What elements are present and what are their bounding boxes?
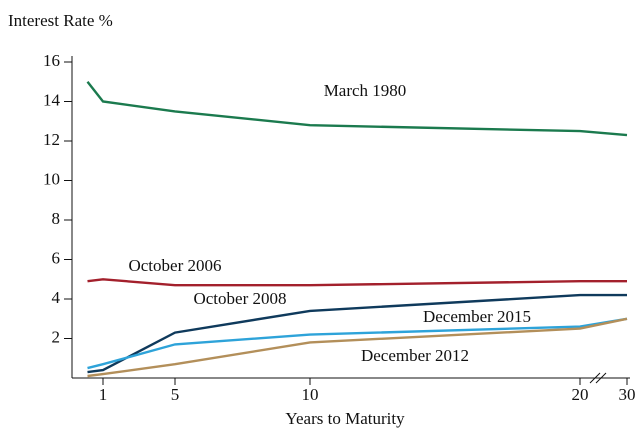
y-tick-label: 6 xyxy=(52,248,61,267)
y-tick-label: 8 xyxy=(52,209,61,228)
y-tick-label: 14 xyxy=(43,90,61,109)
y-tick-label: 10 xyxy=(43,169,60,188)
x-tick-label: 30 xyxy=(619,385,636,404)
series-label: October 2008 xyxy=(193,289,286,308)
series-label: December 2012 xyxy=(361,346,469,365)
y-axis-label: Interest Rate % xyxy=(8,11,113,30)
x-tick-label: 10 xyxy=(302,385,319,404)
y-tick-label: 4 xyxy=(52,288,61,307)
series-line xyxy=(86,81,628,137)
y-tick-label: 2 xyxy=(52,327,61,346)
series-label: October 2006 xyxy=(128,256,221,275)
series-label: December 2015 xyxy=(423,307,531,326)
series-line xyxy=(87,317,628,370)
series-line xyxy=(87,278,627,287)
x-tick-label: 20 xyxy=(572,385,589,404)
y-tick-label: 12 xyxy=(43,130,60,149)
x-tick-label: 1 xyxy=(99,385,108,404)
axis-break xyxy=(589,372,601,384)
x-tick-label: 5 xyxy=(171,385,180,404)
series-line xyxy=(87,317,628,378)
series-label: March 1980 xyxy=(324,81,407,100)
x-axis-label: Years to Maturity xyxy=(285,409,405,428)
y-tick-label: 16 xyxy=(43,51,60,70)
axis-break xyxy=(595,372,607,384)
series-line xyxy=(87,293,627,374)
